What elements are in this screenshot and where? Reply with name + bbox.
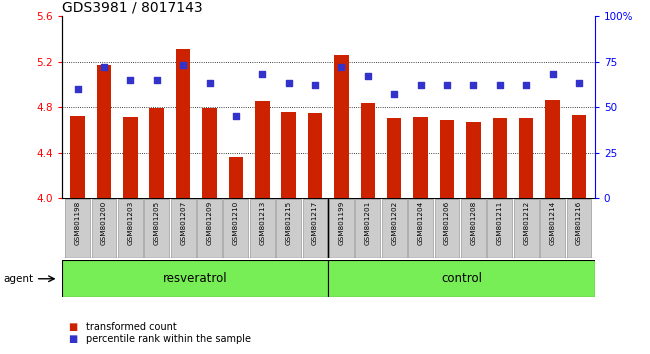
Point bbox=[72, 86, 83, 92]
Bar bbox=[70, 116, 85, 198]
FancyBboxPatch shape bbox=[567, 199, 592, 258]
Bar bbox=[413, 117, 428, 198]
Text: GSM801206: GSM801206 bbox=[444, 201, 450, 245]
FancyBboxPatch shape bbox=[276, 199, 301, 258]
FancyBboxPatch shape bbox=[65, 199, 90, 258]
Bar bbox=[176, 49, 190, 198]
Text: agent: agent bbox=[3, 274, 33, 284]
Point bbox=[547, 72, 558, 77]
Text: GSM801200: GSM801200 bbox=[101, 201, 107, 245]
Text: GSM801212: GSM801212 bbox=[523, 201, 529, 245]
FancyBboxPatch shape bbox=[250, 199, 275, 258]
Text: GSM801208: GSM801208 bbox=[471, 201, 476, 245]
Text: GSM801215: GSM801215 bbox=[285, 201, 292, 245]
Point bbox=[442, 82, 452, 88]
Point bbox=[574, 81, 584, 86]
Text: GSM801205: GSM801205 bbox=[154, 201, 160, 245]
Bar bbox=[387, 119, 402, 198]
Text: GSM801216: GSM801216 bbox=[576, 201, 582, 245]
Point bbox=[231, 113, 241, 119]
Text: GSM801204: GSM801204 bbox=[417, 201, 424, 245]
Bar bbox=[281, 112, 296, 198]
Point bbox=[125, 77, 136, 82]
Bar bbox=[466, 122, 480, 198]
FancyBboxPatch shape bbox=[171, 199, 196, 258]
Text: GSM801214: GSM801214 bbox=[549, 201, 556, 245]
Text: transformed count: transformed count bbox=[86, 322, 177, 332]
Bar bbox=[123, 117, 138, 198]
Text: ■: ■ bbox=[68, 322, 77, 332]
Bar bbox=[545, 100, 560, 198]
Bar bbox=[493, 119, 507, 198]
Point bbox=[468, 82, 478, 88]
FancyBboxPatch shape bbox=[540, 199, 565, 258]
FancyBboxPatch shape bbox=[356, 199, 380, 258]
Point bbox=[204, 81, 214, 86]
Bar bbox=[308, 113, 322, 198]
Point bbox=[415, 82, 426, 88]
FancyBboxPatch shape bbox=[62, 260, 328, 297]
Bar bbox=[440, 120, 454, 198]
Point bbox=[257, 72, 268, 77]
Text: GSM801203: GSM801203 bbox=[127, 201, 133, 245]
Text: GSM801209: GSM801209 bbox=[207, 201, 213, 245]
Text: GSM801199: GSM801199 bbox=[339, 201, 345, 245]
Bar bbox=[571, 115, 586, 198]
Text: GSM801202: GSM801202 bbox=[391, 201, 397, 245]
FancyBboxPatch shape bbox=[461, 199, 486, 258]
Bar bbox=[255, 101, 270, 198]
FancyBboxPatch shape bbox=[144, 199, 169, 258]
FancyBboxPatch shape bbox=[303, 199, 328, 258]
FancyBboxPatch shape bbox=[224, 199, 248, 258]
Text: GSM801198: GSM801198 bbox=[75, 201, 81, 245]
Text: control: control bbox=[441, 272, 482, 285]
Point bbox=[336, 64, 346, 70]
Text: ■: ■ bbox=[68, 334, 77, 344]
Text: GSM801211: GSM801211 bbox=[497, 201, 502, 245]
Bar bbox=[97, 65, 111, 198]
Bar bbox=[334, 55, 348, 198]
FancyBboxPatch shape bbox=[382, 199, 407, 258]
Point bbox=[178, 62, 188, 68]
Text: resveratrol: resveratrol bbox=[162, 272, 228, 285]
Bar bbox=[202, 108, 216, 198]
FancyBboxPatch shape bbox=[197, 199, 222, 258]
Point bbox=[495, 82, 505, 88]
Bar bbox=[229, 157, 243, 198]
Bar bbox=[519, 119, 534, 198]
Point bbox=[151, 77, 162, 82]
FancyBboxPatch shape bbox=[328, 260, 595, 297]
Point bbox=[363, 73, 373, 79]
FancyBboxPatch shape bbox=[92, 199, 116, 258]
Text: GSM801217: GSM801217 bbox=[312, 201, 318, 245]
Text: GSM801207: GSM801207 bbox=[180, 201, 186, 245]
Text: GSM801210: GSM801210 bbox=[233, 201, 239, 245]
FancyBboxPatch shape bbox=[408, 199, 433, 258]
Point bbox=[99, 64, 109, 70]
Text: GSM801201: GSM801201 bbox=[365, 201, 371, 245]
Text: percentile rank within the sample: percentile rank within the sample bbox=[86, 334, 252, 344]
FancyBboxPatch shape bbox=[514, 199, 539, 258]
FancyBboxPatch shape bbox=[488, 199, 512, 258]
Bar bbox=[361, 103, 375, 198]
FancyBboxPatch shape bbox=[435, 199, 460, 258]
FancyBboxPatch shape bbox=[118, 199, 143, 258]
Point bbox=[310, 82, 320, 88]
Point bbox=[389, 91, 399, 97]
Point bbox=[283, 81, 294, 86]
Text: GSM801213: GSM801213 bbox=[259, 201, 265, 245]
Text: GDS3981 / 8017143: GDS3981 / 8017143 bbox=[62, 1, 202, 15]
Point bbox=[521, 82, 531, 88]
Bar bbox=[150, 108, 164, 198]
FancyBboxPatch shape bbox=[329, 199, 354, 258]
